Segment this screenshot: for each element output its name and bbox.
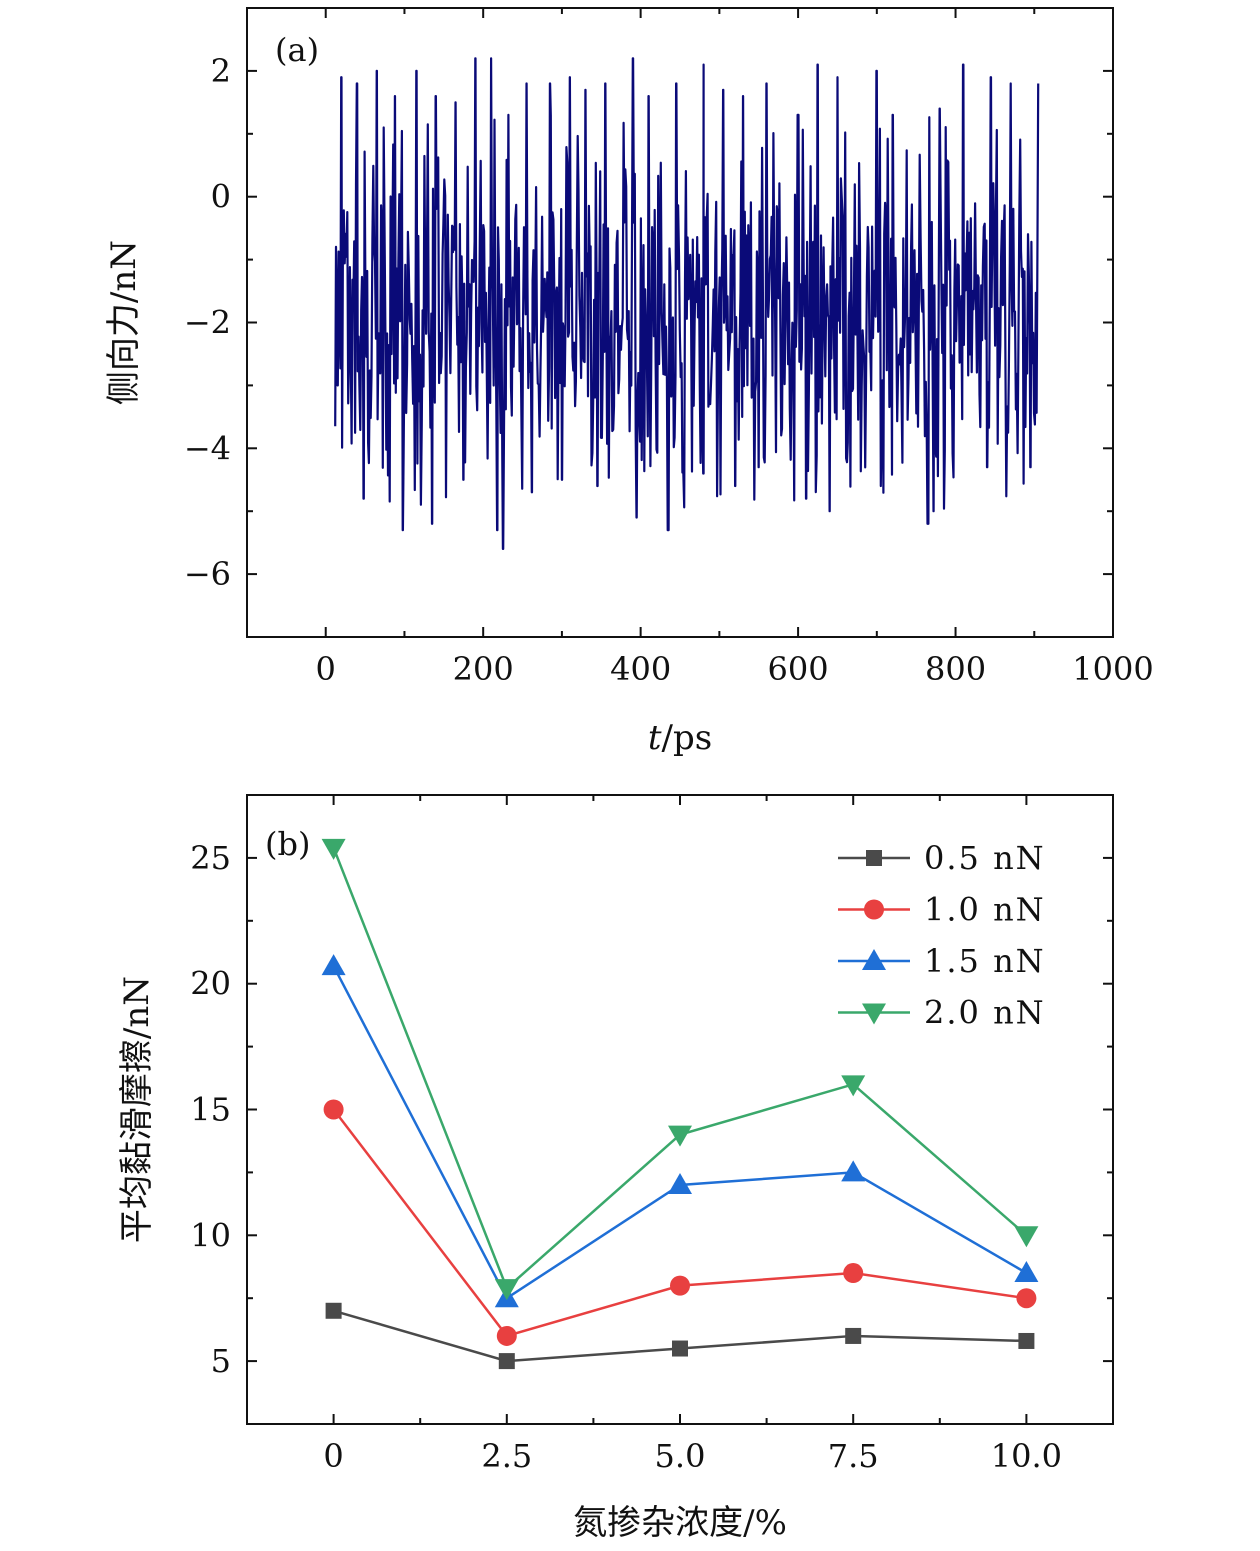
data-point [1016,1288,1037,1309]
series-2-0-nN [321,838,1039,1301]
data-point [672,1340,688,1357]
plot-frame [246,794,1114,1425]
data-point [668,1125,692,1147]
data-point [668,1172,692,1194]
x-tick-label: 5.0 [655,1437,706,1475]
x-tick-label: 0 [323,1437,343,1475]
legend-marker [864,899,884,920]
data-point [496,1325,517,1346]
legend-marker [862,949,886,970]
data-point [1018,1332,1035,1349]
legend: 0.5 nN 1.0 nN 1.5 nN 2.0 nN [838,839,1046,1032]
data-point [494,1279,519,1301]
data-point [321,954,346,976]
data-point [670,1275,690,1296]
data-point [323,1099,344,1120]
y-tick-label: 0 [211,178,231,216]
data-point [321,838,346,860]
data-point [843,1263,864,1284]
legend-label: 1.5 nN [924,942,1046,980]
x-tick-label: 0 [316,650,336,688]
series-line [332,847,1028,1291]
data-point [845,1327,862,1344]
data-point [325,1302,342,1319]
legend-marker [866,850,882,866]
series-line-lateral-force [334,57,1040,550]
x-tick-label: 200 [453,650,514,688]
y-tick-label: 10 [190,1216,231,1254]
x-tick-label: 1000 [1072,650,1153,688]
data-point [841,1075,866,1097]
panel-b-line-chart: 0 2.5 5.0 7.5 10.0 5 10 15 20 25 (b) 氮掺杂浓度/% 平均黏滑摩擦/… [117,794,1114,1543]
data-point [1014,1261,1039,1283]
y-tick-label: 20 [190,965,231,1003]
y-tick-label: 5 [211,1342,231,1380]
x-tick-label: 7.5 [828,1437,879,1475]
y-tick-label: −4 [184,429,231,467]
x-axis-title: t/ps [648,718,712,758]
panel-label: (a) [275,31,319,69]
y-axis-title: 侧向力/nN [104,240,144,405]
x-tick-label: 10.0 [991,1437,1062,1475]
legend-item: 1.0 nN [838,891,1046,929]
legend-item: 2.0 nN [838,994,1046,1032]
legend-item: 1.5 nN [838,942,1046,980]
legend-label: 0.5 nN [924,839,1046,877]
x-tick-label: 800 [925,650,986,688]
legend-label: 2.0 nN [924,994,1046,1032]
panel-a-line-chart: 0 200 400 600 800 1000 2 0 −2 −4 −6 (a) t/ps 侧向力/nN [104,7,1154,758]
legend-item: 0.5 nN [838,839,1046,877]
y-tick-label: 2 [211,52,231,90]
y-tick-label: −6 [184,555,231,593]
x-tick-label: 2.5 [481,1437,532,1475]
data-point [1014,1226,1039,1248]
x-tick-label: 600 [768,650,829,688]
data-point [841,1160,866,1182]
x-tick-label: 400 [610,650,671,688]
series-1-5-nN [321,954,1039,1308]
y-tick-label: 15 [190,1091,231,1129]
data-point [498,1353,515,1370]
y-tick-label: −2 [184,304,231,342]
x-axis-title: 氮掺杂浓度/% [573,1503,787,1543]
panel-label: (b) [265,825,310,863]
y-tick-label: 25 [190,839,231,877]
series-0-5-nN [325,1302,1035,1370]
legend-label: 1.0 nN [924,891,1046,929]
legend-marker [862,1003,886,1025]
y-axis-title: 平均黏滑摩擦/nN [117,976,157,1243]
series-1-0-nN [323,1099,1037,1346]
